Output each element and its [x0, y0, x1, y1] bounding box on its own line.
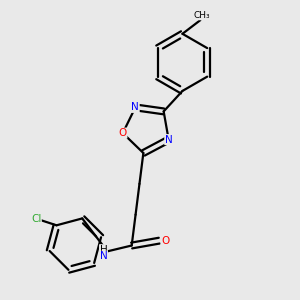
Text: N: N [165, 135, 172, 145]
Text: Cl: Cl [31, 214, 41, 224]
Text: CH₃: CH₃ [194, 11, 210, 20]
Text: O: O [161, 236, 169, 246]
Text: N: N [131, 102, 139, 112]
Text: H: H [100, 245, 107, 255]
Text: O: O [119, 128, 127, 138]
Text: N: N [100, 251, 107, 261]
